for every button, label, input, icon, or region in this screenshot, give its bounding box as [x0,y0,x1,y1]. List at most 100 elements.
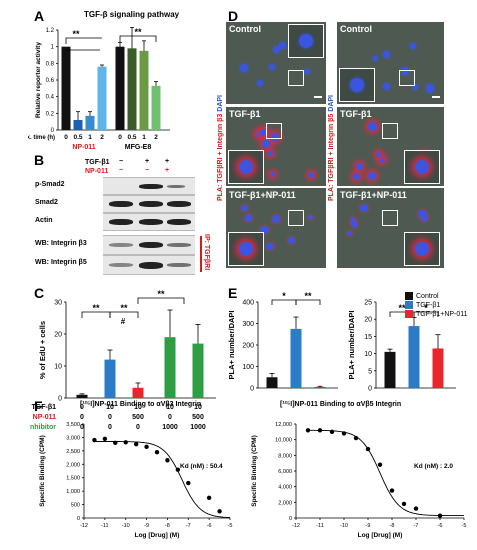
y-tick-label: 0.8 [46,61,55,67]
y-tick-label: 20 [364,317,372,324]
x-tick-label: -10 [340,523,348,529]
blot-band [139,262,163,269]
nucleus [349,217,357,225]
kd-label: Kd (nM) : 50.4 [180,463,223,470]
bar [104,359,116,398]
wb-label-integrin-b3: WB: Integrin β3 [35,240,87,247]
panel-f-chart-b5: 0 2,000 4,000 6,000 8,000 10,000 12,000 -12 -11 -… [251,422,466,539]
panel-e-legend: Control TGF-β1 TGF-β1+NP-011 [405,292,468,318]
bar [132,387,144,398]
fit-curve [94,441,231,519]
nucleus [266,242,274,251]
x-tick-label: -9 [144,523,149,529]
panel-label-c: C [34,285,45,301]
y-axis-label: Relative reporter activity [35,42,42,118]
x-tick-label: -9 [366,523,371,529]
x-tick-label: 0 [118,134,122,141]
bar [139,50,149,130]
nucleus [267,150,274,156]
micrograph-label: TGF-β1+NP-011 [229,190,296,200]
pla-label-right: PLA: TGFβRI + Integrin β5 [328,113,335,201]
y-tick-label: 4,000 [278,485,292,491]
y-tick-label: 0 [51,128,55,134]
y-tick-label: 25 [364,300,372,307]
x-tick-label: -7 [186,523,191,529]
panel-label-d: D [228,8,239,24]
data-point [365,446,371,452]
x-row-value: 10 [166,404,174,411]
dapi-label-right: DAPI [328,95,335,112]
fit-curve [308,429,464,517]
nucleus [269,64,276,71]
bar [151,85,161,130]
significance-label: ** [134,27,142,37]
y-tick-label: 0.6 [46,78,55,84]
blot-band [109,263,133,267]
blot-integrin-b3 [103,235,195,255]
x-tick-label: 0.5 [127,134,136,141]
nucleus [415,242,429,256]
zoom-inset [228,150,264,184]
nucleus [288,236,296,244]
data-point [341,431,347,436]
y-tick-label: 0 [289,516,292,522]
y-tick-label: 1,500 [66,476,80,482]
micrograph-label: TGF-β1 [340,109,372,119]
legend-swatch [405,310,413,318]
nucleus [256,130,265,138]
x-tick-label: -6 [207,523,212,529]
x-tick-label: -5 [228,523,233,529]
blot-band [139,242,163,248]
bar [192,343,204,398]
legend-label-np: TGF-β1+NP-011 [416,310,468,318]
y-tick-label: 0 [368,386,372,393]
blot-band [109,201,133,207]
scale-bar [432,96,440,98]
wb-label-integrin-b5: WB: Integrin β5 [35,259,87,266]
y-tick-label: 300 [242,321,254,328]
y-axis-label: Specific Binding (CPM) [39,435,46,507]
nucleus [400,67,409,76]
nucleus [368,171,377,180]
x-row-value: 0 [80,404,84,411]
panel-b-treat1-label: TGF-β1 [85,159,110,166]
x-row-value: 500 [192,414,204,421]
y-tick-label: 1,000 [66,489,80,495]
x-tick-label: -8 [165,523,170,529]
y-tick-label: 30 [54,300,62,307]
y-axis-label: Specific Binding (CPM) [251,435,258,507]
x-tick-label: 2 [100,134,104,141]
nucleus [425,84,435,94]
data-point [389,488,395,493]
x-tick-label: 2 [154,134,158,141]
nucleus [411,84,418,91]
panel-label-f: F [34,398,43,414]
micrograph-label: Control [229,24,261,34]
nucleus [355,163,363,170]
bar [408,326,420,388]
legend-swatch [405,292,413,300]
y-tick-label: 10 [364,351,372,358]
legend-item-np: TGF-β1+NP-011 [405,310,468,318]
nucleus [373,56,379,62]
nucleus [239,160,253,174]
bar [290,328,302,388]
zoom-region-box [382,210,398,226]
panel-f-title2: [¹²⁵I]NP-011 Binding to αVβ5 Integrin [280,401,402,408]
significance-bracket [109,311,139,318]
y-tick-label: 0.2 [46,111,55,117]
data-point [113,440,118,445]
micrograph-left-3: TGF-β1+NP-011 [226,188,326,268]
nucleus [262,139,271,148]
y-axis-label: PLA+ number/DAPI [347,311,356,380]
nucleus [272,45,281,54]
bar [432,348,444,388]
y-tick-label: 0.4 [46,95,55,101]
panel-d-left-side-label: PLA: TGFβRI + Integrin β3 DAPI [217,28,224,268]
panel-a-title: TGF-β signaling pathway [84,10,180,19]
bar [266,377,278,388]
blot-psmad2 [103,177,195,195]
dapi-label-left: DAPI [217,95,224,112]
data-point [186,480,191,486]
significance-label: ** [398,303,406,313]
